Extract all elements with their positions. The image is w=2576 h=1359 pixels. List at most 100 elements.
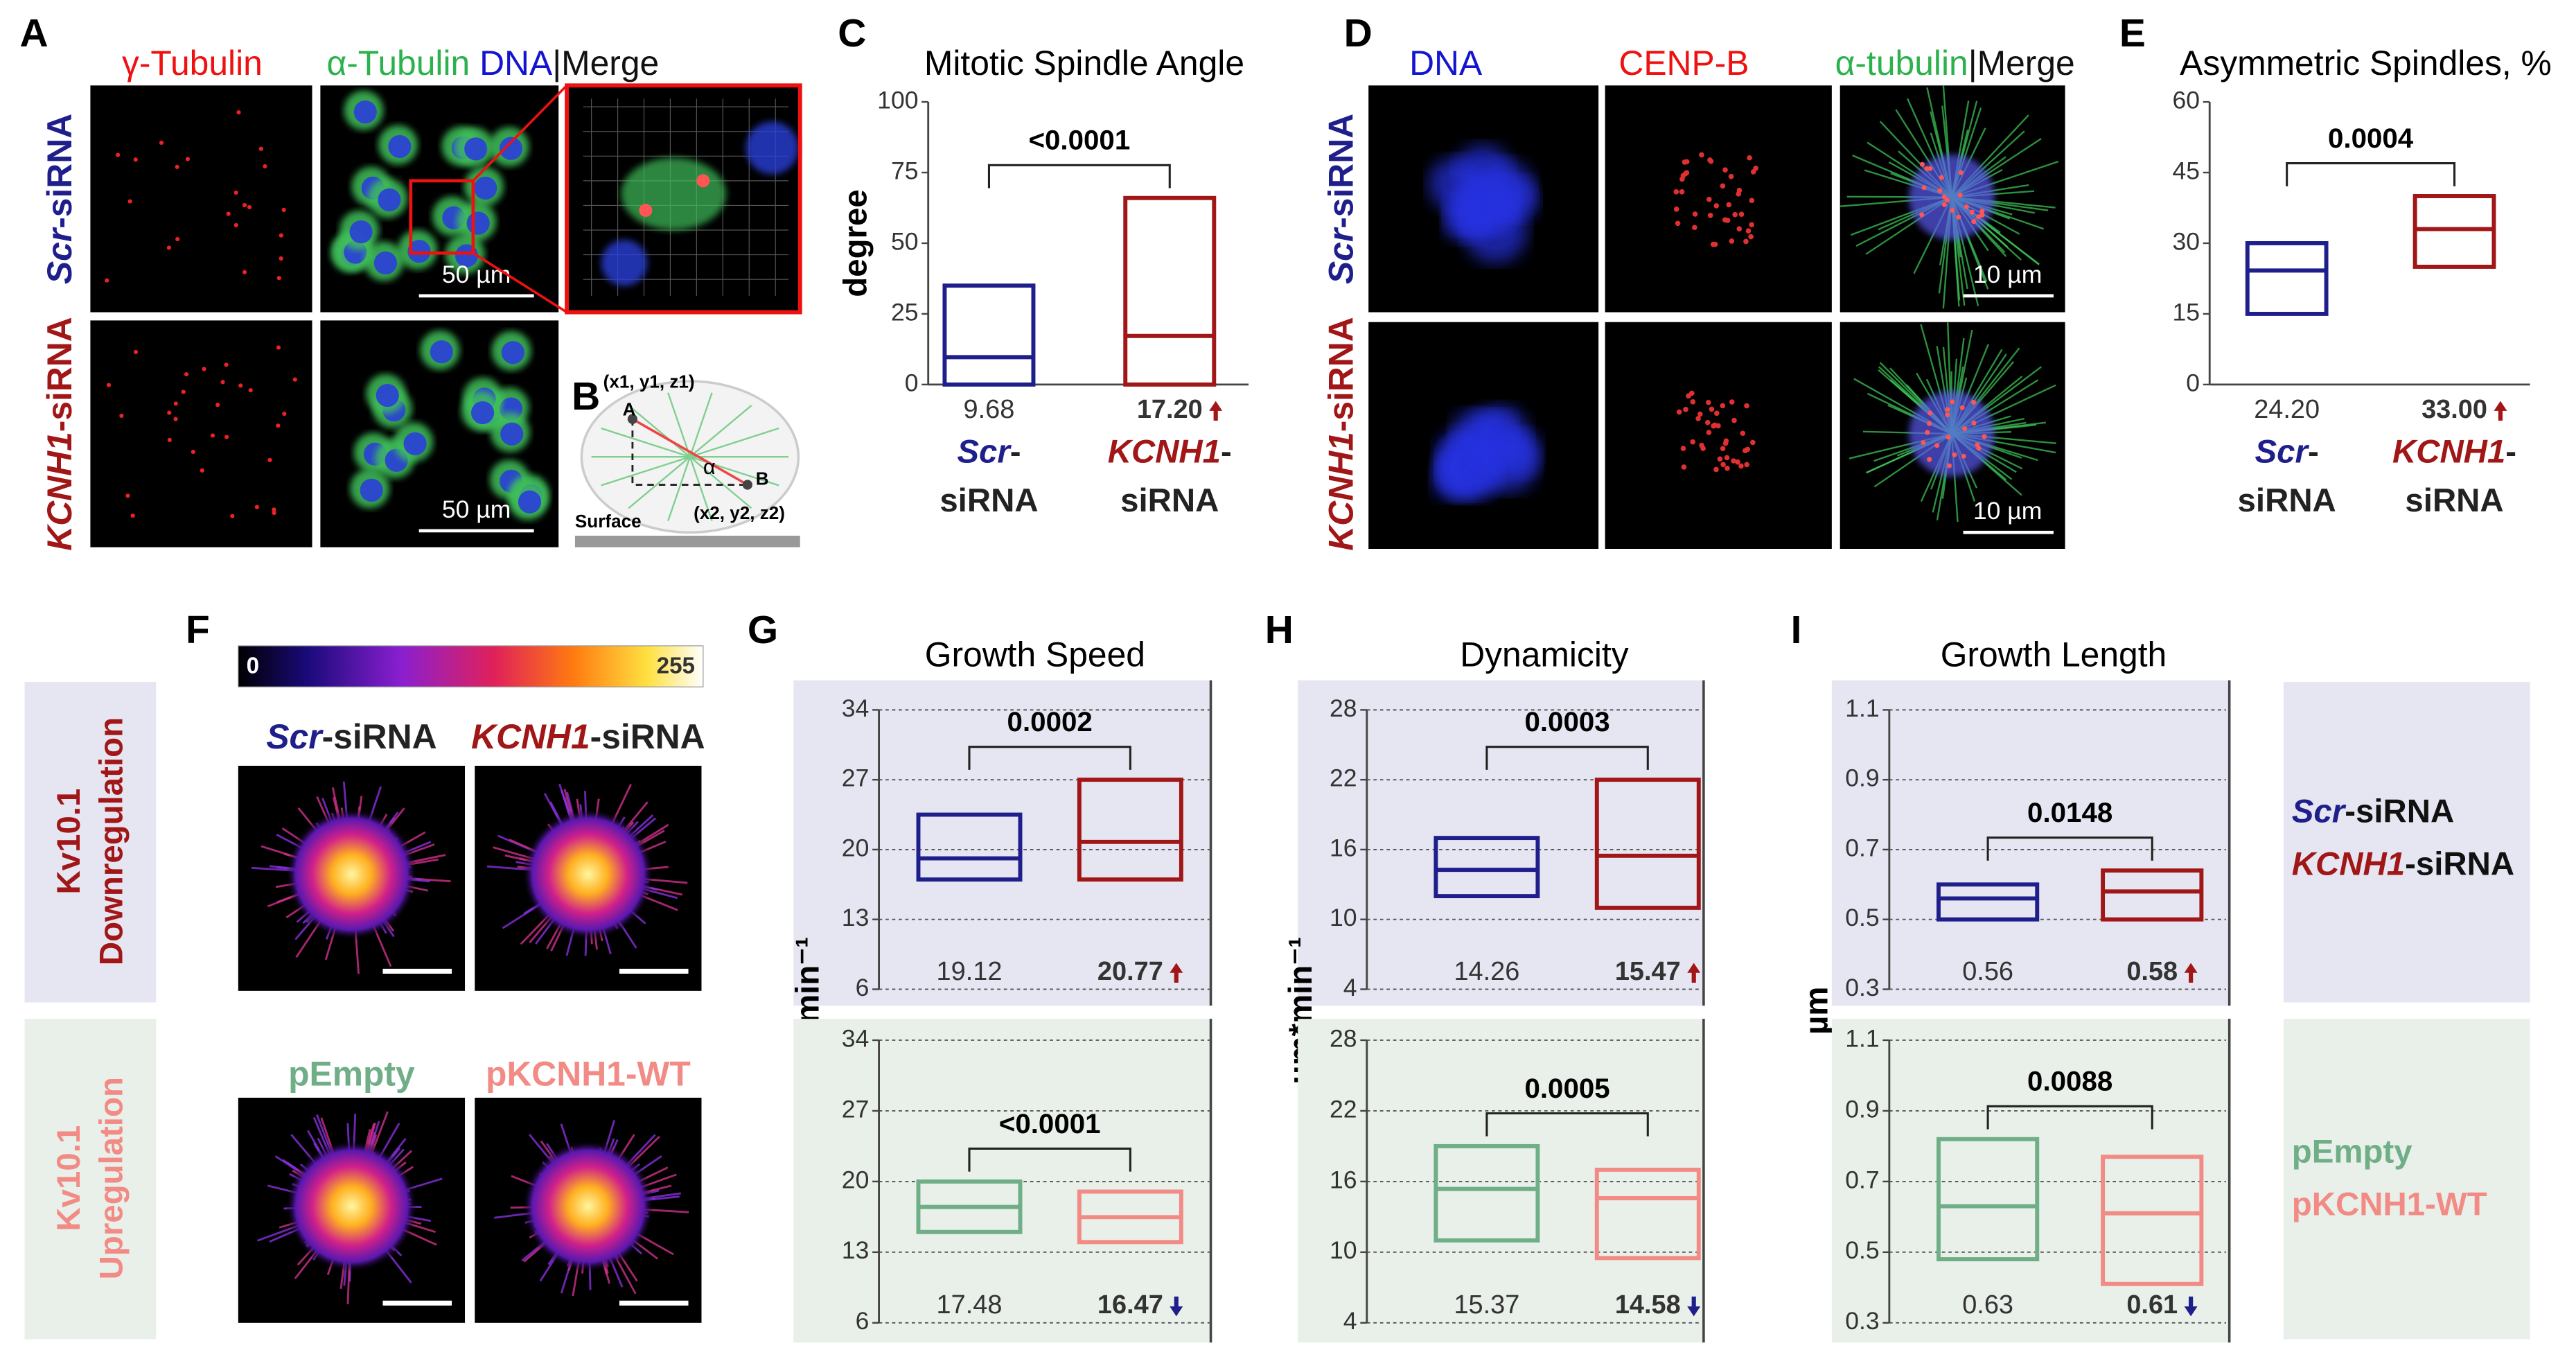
y-tick-label: 27 [842,1095,870,1123]
red-dot [184,372,189,377]
median-label: 17.48 [937,1290,1003,1319]
aster [285,808,418,940]
colorbar [238,645,704,687]
column-title: pEmpty [288,1054,415,1093]
box [2101,868,2204,922]
aster [285,1140,418,1272]
red-dot [224,362,229,367]
red-dot [202,367,206,371]
y-tick-label: 28 [1330,1024,1357,1052]
y-tick-label: 0 [905,369,919,396]
median-label: 0.56 [1962,957,2013,986]
centromere [1709,406,1715,412]
red-dot [233,190,238,195]
nucleus [403,432,427,455]
box [1433,1143,1540,1243]
significance-bracket [1986,836,2153,861]
y-tick-label: 60 [2172,86,2200,114]
centromere [1706,430,1712,435]
zoom-line [472,252,568,314]
centromere [1692,225,1697,231]
centromere [1982,434,1987,439]
chart-title: Mitotic Spindle Angle [924,44,1244,82]
centromere [1750,439,1756,446]
nucleus [373,251,398,275]
nucleus [360,478,383,502]
centromere [1969,209,1975,215]
label-part: Kv10.1 [50,789,87,895]
legend-entry: pKCNH1-WT [2292,1186,2487,1222]
centromere [1680,446,1686,451]
x-tick-label: siRNA [2238,482,2336,519]
microtubule [628,405,691,458]
red-dot [276,276,281,281]
centromere [1976,214,1982,220]
centromere [1720,183,1726,189]
centromere [1975,442,1980,448]
y-tick-label: 0.5 [1845,1236,1879,1264]
centromere [1673,189,1679,195]
centromere [1731,458,1736,464]
label-part: pEmpty [2292,1133,2412,1170]
box [942,283,1036,387]
legend-box [2283,682,2530,1003]
centromere [1720,403,1726,409]
centromere [1682,159,1688,165]
chromatin [1474,159,1533,219]
y-tick-label: 1.1 [1845,694,1879,722]
centromere [1927,410,1933,416]
centromere [1728,173,1734,179]
microtubule [667,456,691,522]
chart-title: Growth Speed [925,635,1145,674]
box [2412,194,2496,269]
centromere [1714,410,1720,417]
y-tick-label: 4 [1343,1307,1357,1335]
x-tick-label: KCNH1- [2392,433,2516,470]
centromere [1697,411,1703,417]
red-dot [233,222,238,228]
centromere [1970,399,1977,405]
label-part: α-tubulin [1835,44,1968,82]
micrograph [1605,85,1832,313]
y-tick-label: 0 [2186,369,2200,396]
point-b-label: (x2, y2, z2) [694,502,785,523]
nucleus [499,137,523,160]
y-axis-label: µm [1798,987,1835,1035]
centromere [1740,430,1746,437]
micrograph [90,85,312,313]
centromere [1707,157,1713,163]
significance-bracket [2286,162,2456,186]
y-tick-label: 15 [2172,298,2200,326]
centromere [1971,420,1977,426]
label-part: -siRNA [2345,793,2454,830]
nucleus [601,240,648,286]
y-tick-label: 20 [842,1166,870,1193]
label-part: -siRNA [322,717,437,756]
trend-arrow [1209,401,1223,421]
y-tick-label: 22 [1330,1095,1357,1123]
nucleus [353,100,377,124]
row-group-label: Kv10.1 Downregulation [50,717,130,965]
red-dot [167,410,172,415]
label-part: Upregulation [93,1077,130,1279]
x-tick-label: siRNA [1120,482,1219,519]
y-tick-label: 1.1 [1845,1024,1879,1052]
p-value: 0.0005 [1524,1073,1609,1104]
centromere [1700,446,1706,451]
centromere [1736,191,1741,197]
column-title: KCNH1-siRNA [471,717,705,756]
median-label: 33.00 [2421,395,2487,424]
red-dot [263,164,267,169]
trend-arrow [2184,963,2198,983]
centromere [1706,196,1712,202]
centromere [1726,202,1732,208]
row-label: Scr-siRNA [1322,114,1361,284]
centromere [1745,228,1752,234]
red-dot [175,237,180,242]
centromere [1706,399,1711,405]
box [1937,882,2040,922]
box [1077,778,1183,882]
red-dot [281,207,286,213]
centromere [1979,212,1985,218]
median-label: 14.58 [1615,1290,1681,1319]
